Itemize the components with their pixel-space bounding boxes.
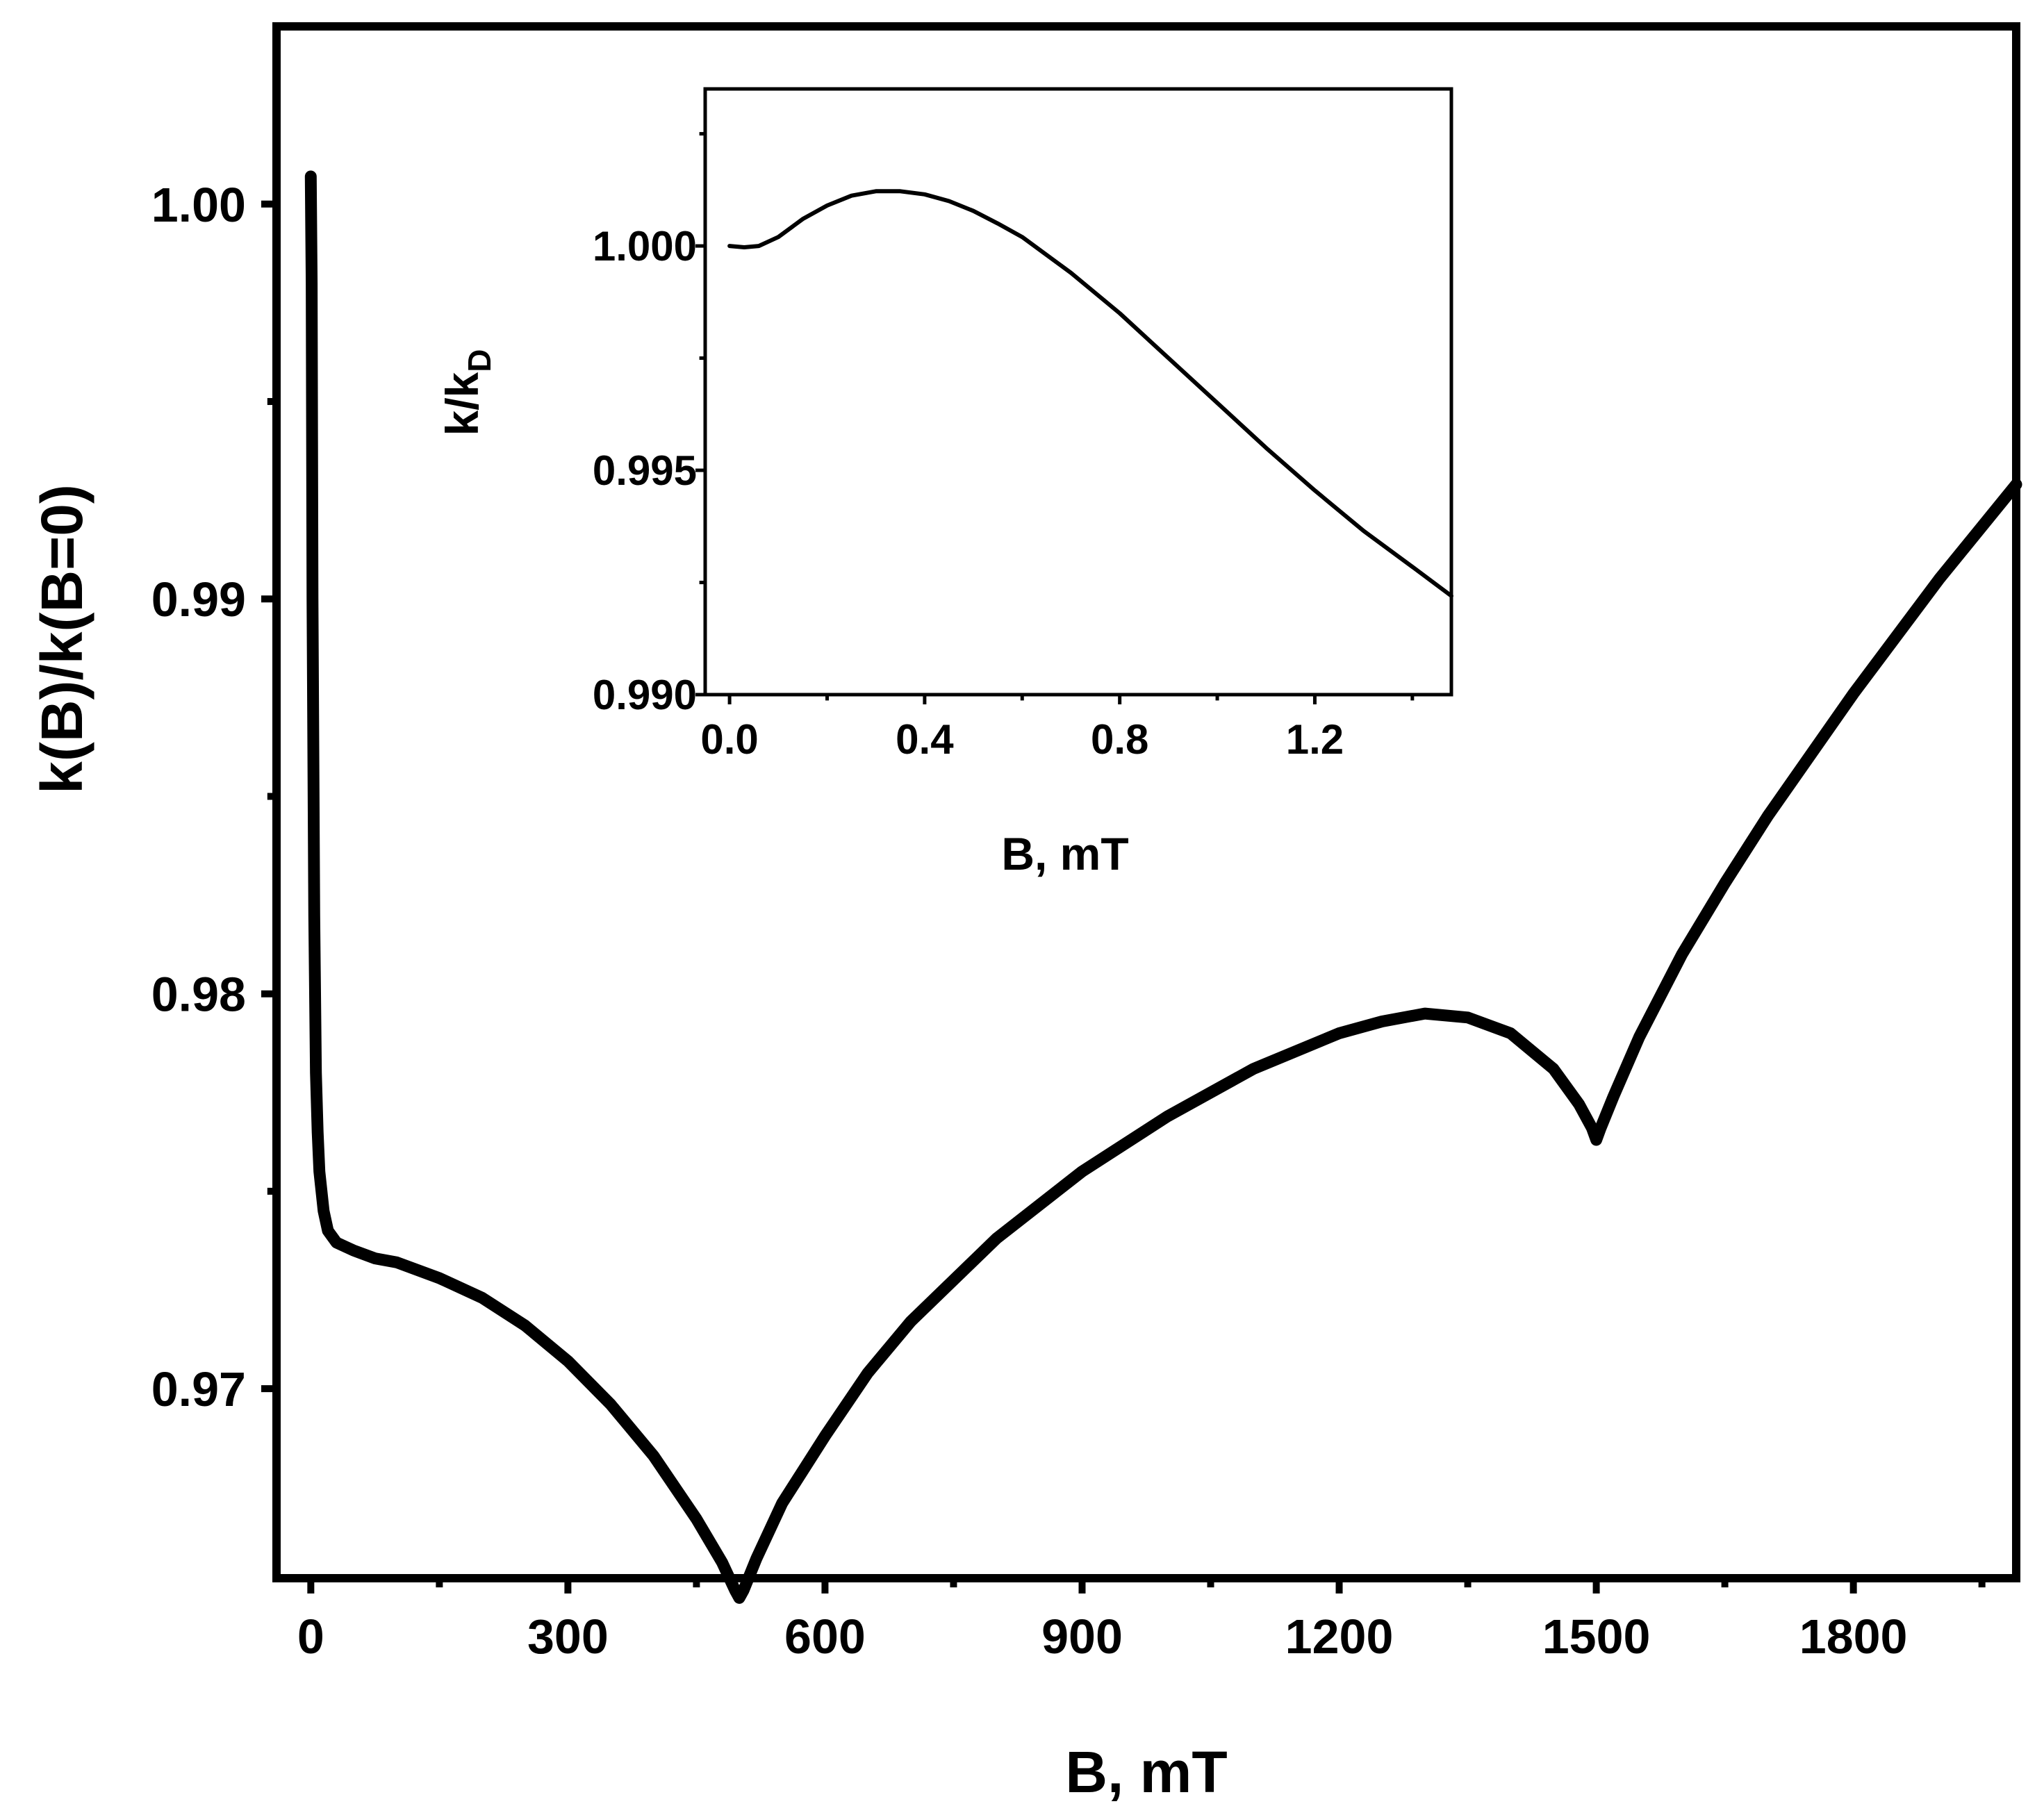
inset-series-line [727,189,1453,598]
main-x-tick-label: 600 [784,1609,866,1664]
inset-plot: 0.0 0.4 0.8 1.2 0.990 0.995 1.000 B, mT k/kD [436,87,1453,879]
inset-y-tick-label: 0.990 [593,672,697,718]
main-series-line [304,170,2022,1604]
inset-plot-frame [703,87,1453,697]
main-x-axis-title: B, mT [1065,1739,1227,1805]
inset-y-tick-label: 1.000 [593,223,697,270]
inset-x-ticks: 0.0 0.4 0.8 1.2 [700,695,1415,763]
main-x-tick-label: 0 [297,1609,324,1664]
main-y-tick-label: 1.00 [151,178,246,232]
main-x-tick-label: 1200 [1285,1609,1394,1664]
main-x-tick-label: 900 [1041,1609,1123,1664]
inset-y-axis-title-main: k/k [436,372,488,436]
inset-x-tick-label: 0.4 [896,716,954,763]
main-plot-frame [272,22,2020,1582]
inset-y-ticks: 0.990 0.995 1.000 [593,132,705,718]
main-plot: 0 300 600 900 1200 1500 1800 0.970.980.991.00 … [29,22,2022,1805]
main-x-ticks: 0 300 600 900 1200 1500 1800 [297,1578,1986,1664]
main-x-tick-label: 1500 [1542,1609,1651,1664]
inset-x-tick-label: 1.2 [1286,716,1344,763]
inset-x-tick-label: 0.8 [1091,716,1148,763]
inset-y-axis-title: k/kD [436,349,497,436]
inset-x-tick-label: 0.0 [700,716,758,763]
main-y-tick-label: 0.97 [151,1362,246,1416]
main-x-tick-label: 300 [527,1609,609,1664]
inset-x-axis-title: B, mT [1001,828,1128,879]
main-y-ticks: 0.97 0.98 0.99 1.00 [151,178,277,1416]
main-y-axis-title: k(B)/k(B=0) [29,484,94,794]
main-y-tick-label: 0.99 [151,572,246,627]
inset-y-tick-label: 0.995 [593,447,697,494]
main-x-tick-label: 1800 [1799,1609,1908,1664]
main-y-tick-label: 0.98 [151,968,246,1022]
inset-y-axis-title-sub: D [461,349,497,372]
